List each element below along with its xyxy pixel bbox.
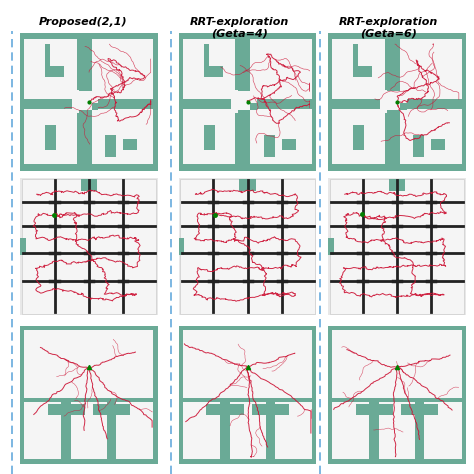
Text: Proposed(2,1): Proposed(2,1): [39, 17, 127, 27]
Bar: [204, 125, 215, 150]
Bar: [123, 139, 137, 150]
Bar: [71, 402, 107, 459]
Bar: [353, 44, 358, 77]
Bar: [328, 238, 334, 255]
Bar: [24, 109, 76, 164]
Bar: [413, 135, 424, 157]
Bar: [116, 402, 154, 459]
Bar: [45, 66, 64, 77]
Bar: [91, 39, 154, 99]
Bar: [431, 139, 445, 150]
Bar: [73, 90, 79, 113]
Bar: [91, 103, 99, 110]
Bar: [61, 411, 71, 459]
Bar: [81, 179, 97, 191]
Bar: [91, 109, 154, 164]
Bar: [424, 402, 462, 459]
Bar: [400, 39, 462, 99]
Bar: [45, 125, 56, 150]
Text: RRT-exploration
(Geta=6): RRT-exploration (Geta=6): [339, 17, 438, 38]
Bar: [73, 91, 96, 110]
Bar: [204, 44, 209, 77]
Bar: [93, 404, 130, 415]
Bar: [239, 179, 256, 191]
Bar: [250, 39, 312, 99]
Bar: [250, 109, 312, 164]
Bar: [179, 238, 184, 255]
Bar: [252, 404, 289, 415]
Bar: [230, 402, 265, 459]
Bar: [379, 402, 415, 459]
Bar: [206, 404, 244, 415]
Bar: [400, 103, 407, 110]
Bar: [356, 404, 393, 415]
Bar: [332, 402, 369, 459]
Bar: [369, 411, 379, 459]
Bar: [353, 66, 372, 77]
Bar: [381, 91, 404, 110]
Text: RRT-exploration
(Geta=4): RRT-exploration (Geta=4): [190, 17, 289, 38]
Bar: [332, 330, 462, 398]
Bar: [250, 103, 257, 110]
Bar: [275, 402, 312, 459]
Bar: [183, 402, 220, 459]
Bar: [24, 39, 76, 99]
Bar: [389, 179, 405, 191]
Bar: [91, 90, 99, 113]
Bar: [45, 44, 50, 77]
Bar: [400, 90, 407, 113]
Bar: [183, 109, 235, 164]
Bar: [250, 90, 257, 113]
Bar: [282, 139, 296, 150]
Bar: [204, 66, 223, 77]
Bar: [332, 109, 384, 164]
Bar: [183, 330, 312, 398]
Bar: [401, 404, 438, 415]
Bar: [20, 238, 26, 255]
Bar: [231, 91, 255, 110]
Bar: [264, 135, 275, 157]
Bar: [415, 411, 424, 459]
Bar: [220, 411, 230, 459]
Bar: [107, 411, 116, 459]
Bar: [381, 90, 387, 113]
Bar: [231, 90, 238, 113]
Bar: [400, 109, 462, 164]
Bar: [353, 125, 364, 150]
Bar: [47, 404, 85, 415]
Bar: [24, 330, 154, 398]
Bar: [24, 402, 61, 459]
Bar: [265, 411, 275, 459]
Bar: [332, 39, 384, 99]
Bar: [183, 39, 235, 99]
Bar: [105, 135, 116, 157]
